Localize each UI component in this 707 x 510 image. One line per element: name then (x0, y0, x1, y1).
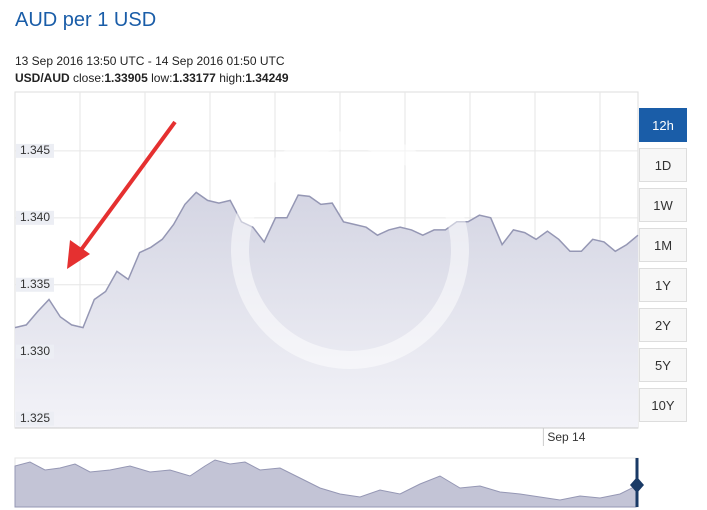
date-range: 13 Sep 2016 13:50 UTC - 14 Sep 2016 01:5… (15, 54, 285, 68)
y-tick-label: 1.325 (20, 411, 50, 425)
watermark (231, 131, 469, 369)
stat-label: close: (73, 71, 105, 85)
y-tick-label: 1.345 (20, 143, 50, 157)
stat-label: low: (151, 71, 173, 85)
navigator (14, 457, 644, 508)
area-fill (15, 192, 638, 428)
range-button[interactable]: 1D (639, 148, 687, 182)
area-line (14, 191, 639, 329)
y-tick-bg (16, 210, 54, 225)
range-button[interactable]: 10Y (639, 388, 687, 422)
stat-value: 1.33177 (172, 71, 216, 85)
stats: USD/AUD close:1.33905 low:1.33177 high:1… (15, 71, 289, 85)
title: AUD per 1 USD (15, 9, 157, 31)
range-button[interactable]: 5Y (639, 348, 687, 382)
y-tick-label: 1.335 (20, 277, 50, 291)
range-button[interactable]: 12h (639, 108, 687, 142)
y-tick-bg (16, 277, 54, 292)
stat-value: 1.33905 (104, 71, 148, 85)
y-tick-label: 1.340 (20, 210, 50, 224)
y-tick-bg (16, 411, 54, 426)
stat-label: high: (219, 71, 246, 85)
range-button[interactable]: 1W (639, 188, 687, 222)
y-tick-bg (16, 344, 54, 359)
range-button[interactable]: 2Y (639, 308, 687, 342)
range-button[interactable]: 1Y (639, 268, 687, 302)
x-tick-label: Sep 14 (547, 430, 585, 444)
range-button[interactable]: 1M (639, 228, 687, 262)
y-tick-label: 1.330 (20, 344, 50, 358)
y-tick-bg (16, 143, 54, 158)
annotation-arrow (67, 120, 177, 269)
pair: USD/AUD (15, 71, 70, 85)
stat-value: 1.34249 (245, 71, 289, 85)
